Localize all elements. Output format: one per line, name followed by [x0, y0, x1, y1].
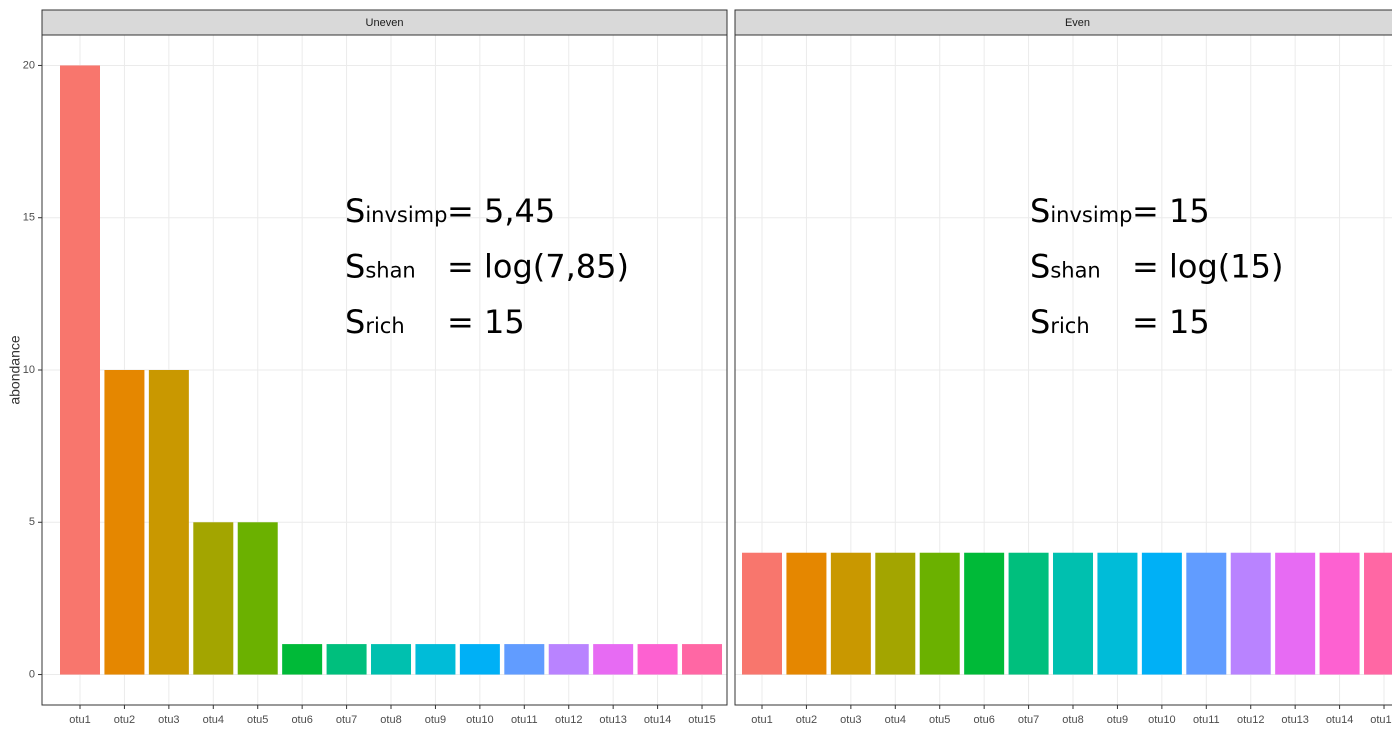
annotation: Sinvsimp= 5,45	[345, 192, 555, 230]
bar	[1275, 552, 1316, 675]
bar	[459, 644, 500, 675]
annotation-subscript: rich	[1050, 314, 1089, 338]
x-tick-label: otu7	[1018, 714, 1039, 726]
x-tick-label: otu3	[840, 714, 861, 726]
bar	[1008, 552, 1049, 675]
annotation-symbol: S	[1030, 248, 1050, 286]
annotation-value: = 15	[1132, 192, 1210, 230]
annotation-symbol: S	[1030, 303, 1050, 341]
x-tick-label: otu7	[336, 714, 357, 726]
x-tick-label: otu4	[203, 714, 224, 726]
bar	[593, 644, 634, 675]
bar	[1053, 552, 1094, 675]
bar	[830, 552, 871, 675]
y-tick-label: 20	[23, 59, 35, 71]
x-tick-label: otu2	[114, 714, 135, 726]
bar	[104, 370, 145, 675]
bar	[919, 552, 960, 675]
bar	[964, 552, 1005, 675]
x-tick-label: otu6	[973, 714, 994, 726]
x-tick-label: otu8	[380, 714, 401, 726]
annotation-symbol: S	[345, 248, 365, 286]
bar	[504, 644, 545, 675]
annotation-symbol: S	[345, 303, 365, 341]
bar	[282, 644, 323, 675]
bar	[637, 644, 678, 675]
x-tick-label: otu11	[1193, 714, 1220, 726]
strip	[734, 9, 1392, 36]
bar	[1230, 552, 1271, 675]
y-tick-label: 5	[29, 516, 35, 528]
annotation-value: = log(15)	[1132, 248, 1283, 286]
x-tick-label: otu14	[644, 714, 672, 726]
bar	[193, 522, 234, 675]
y-tick-label: 15	[23, 212, 35, 224]
y-tick-label: 10	[23, 364, 35, 376]
x-tick-label: otu11	[511, 714, 538, 726]
y-tick-label: 0	[29, 668, 35, 680]
annotation-subscript: invsimp	[365, 203, 447, 227]
x-tick-label: otu14	[1326, 714, 1354, 726]
annotation-value: = 5,45	[447, 192, 555, 230]
annotation-symbol: S	[1030, 192, 1050, 230]
bar	[1141, 552, 1182, 675]
bar	[60, 65, 100, 675]
x-tick-label: otu2	[796, 714, 817, 726]
annotation-value: = 15	[1132, 303, 1210, 341]
x-tick-label: otu4	[885, 714, 906, 726]
x-tick-label: otu12	[1237, 714, 1265, 726]
panel-border	[734, 34, 1392, 706]
annotation-value: = 15	[447, 303, 525, 341]
x-tick-label: otu15	[1370, 714, 1392, 726]
bar	[1319, 552, 1360, 675]
annotation-subscript: invsimp	[1050, 203, 1132, 227]
bar	[682, 644, 723, 675]
panel-border	[41, 34, 728, 706]
annotation-subscript: shan	[365, 259, 415, 283]
annotation-symbol: S	[345, 192, 365, 230]
annotation-subscript: rich	[365, 314, 404, 338]
x-tick-label: otu12	[555, 714, 583, 726]
bar	[548, 644, 589, 675]
x-tick-label: otu1	[751, 714, 772, 726]
bar	[237, 522, 278, 675]
annotation: Sinvsimp= 15	[1030, 192, 1210, 230]
bar	[371, 644, 412, 675]
x-tick-label: otu8	[1062, 714, 1083, 726]
x-tick-label: otu10	[466, 714, 494, 726]
x-tick-label: otu5	[929, 714, 950, 726]
bar	[1364, 552, 1392, 675]
x-tick-label: otu5	[247, 714, 268, 726]
x-tick-label: otu9	[425, 714, 446, 726]
x-tick-label: otu3	[158, 714, 179, 726]
bar	[1097, 552, 1138, 675]
x-tick-label: otu9	[1107, 714, 1128, 726]
annotation-value: = log(7,85)	[447, 248, 629, 286]
annotation: Sshan = log(7,85)	[345, 248, 629, 286]
x-tick-label: otu13	[599, 714, 627, 726]
annotation: Sshan = log(15)	[1030, 248, 1283, 286]
x-tick-label: otu6	[291, 714, 312, 726]
strip-title: Even	[1065, 17, 1090, 29]
bar	[415, 644, 456, 675]
x-tick-label: otu13	[1281, 714, 1309, 726]
annotation: Srich = 15	[345, 303, 525, 341]
bar	[786, 552, 827, 675]
annotation-subscript: shan	[1050, 259, 1100, 283]
bar	[326, 644, 367, 675]
y-axis-label: abondance	[7, 335, 23, 405]
strip-title: Uneven	[366, 17, 404, 29]
x-tick-label: otu15	[688, 714, 716, 726]
strip	[41, 9, 728, 36]
annotation: Srich = 15	[1030, 303, 1210, 341]
x-tick-label: otu1	[69, 714, 90, 726]
bar	[1186, 552, 1227, 675]
x-tick-label: otu10	[1148, 714, 1176, 726]
bar	[148, 370, 189, 675]
bar	[875, 552, 916, 675]
bar	[742, 552, 782, 675]
